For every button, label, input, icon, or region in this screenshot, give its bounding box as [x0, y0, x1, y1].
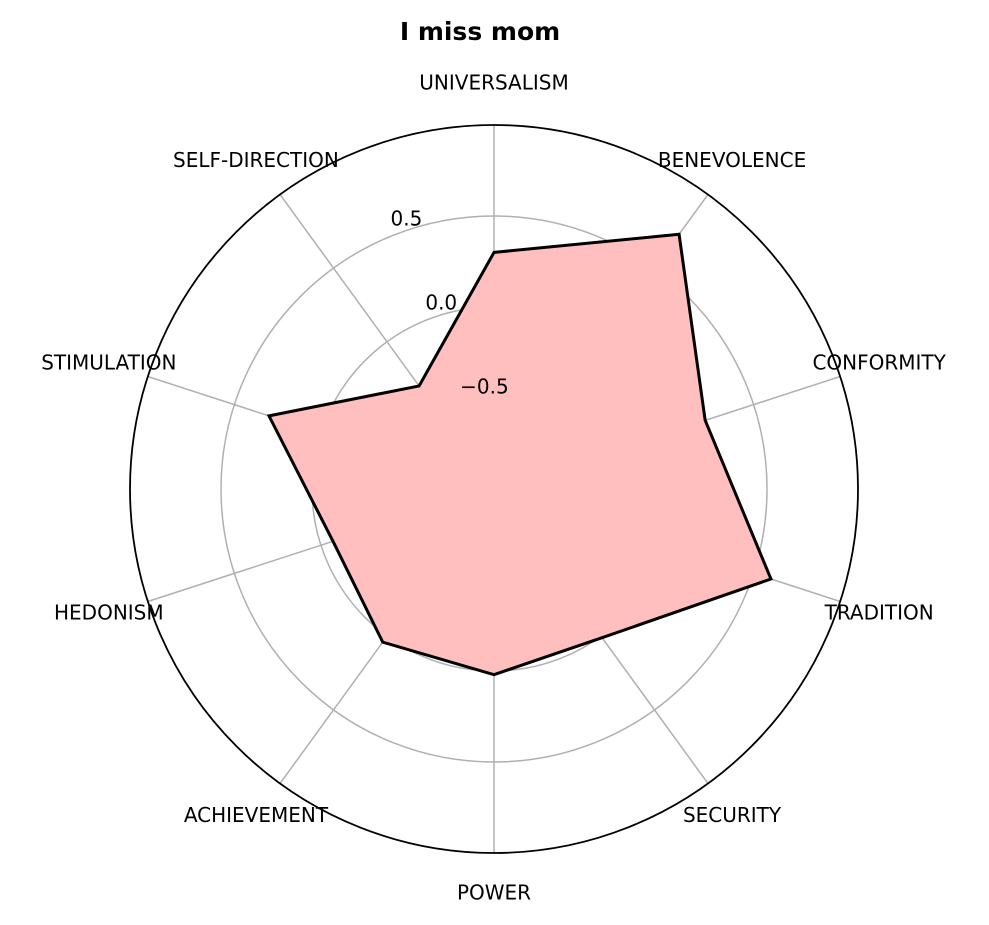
category-label: STIMULATION [41, 350, 176, 374]
r-tick-label: −0.5 [460, 374, 509, 398]
category-label: UNIVERSALISM [419, 71, 568, 95]
category-label: TRADITION [824, 601, 934, 625]
category-label: SECURITY [683, 803, 782, 827]
category-label: HEDONISM [54, 601, 164, 625]
chart-title: I miss mom [400, 17, 560, 46]
r-tick-label: 0.0 [425, 290, 457, 314]
category-label: SELF-DIRECTION [173, 148, 339, 172]
outer-ring [129, 124, 859, 854]
category-label: BENEVOLENCE [658, 148, 806, 172]
grid-ring [220, 215, 768, 763]
radar-area [266, 232, 773, 677]
category-label: POWER [457, 881, 531, 905]
category-label: ACHIEVEMENT [184, 803, 329, 827]
r-tick-label: 0.5 [391, 206, 423, 230]
category-label: CONFORMITY [812, 350, 946, 374]
